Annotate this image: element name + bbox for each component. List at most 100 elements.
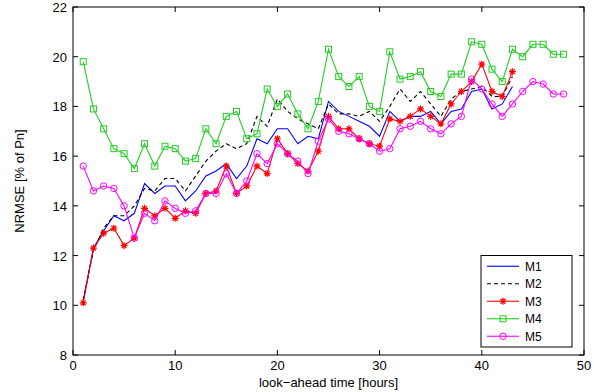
legend-marker <box>500 298 507 305</box>
chart: 01020304050810121416182022look−ahead tim… <box>0 0 594 392</box>
point <box>254 131 260 137</box>
x-tick-label: 0 <box>69 358 76 373</box>
point <box>253 163 260 170</box>
legend-box <box>481 256 572 348</box>
point <box>172 205 178 211</box>
point <box>315 138 321 144</box>
legend-swatch <box>487 318 519 319</box>
point <box>550 51 556 57</box>
point <box>213 141 219 147</box>
x-tick-label: 30 <box>372 358 386 373</box>
point <box>182 158 188 164</box>
tick <box>579 305 584 306</box>
point <box>264 160 270 166</box>
legend-swatch <box>487 266 519 267</box>
tick <box>579 56 584 57</box>
point <box>499 93 506 100</box>
y-tick-label: 12 <box>53 249 67 264</box>
point <box>264 170 271 177</box>
point <box>254 150 260 156</box>
point <box>233 190 239 196</box>
point <box>479 86 485 92</box>
point <box>417 118 423 124</box>
point <box>377 108 383 114</box>
series-line <box>83 87 512 301</box>
point <box>100 183 106 189</box>
point <box>223 163 230 170</box>
plot-area <box>80 39 567 307</box>
tick <box>579 156 584 157</box>
point <box>356 136 362 142</box>
point <box>489 88 496 95</box>
point <box>407 123 413 129</box>
point <box>131 166 137 172</box>
point <box>80 299 87 306</box>
point <box>346 84 352 90</box>
point <box>438 93 444 99</box>
point <box>162 198 168 204</box>
point <box>234 108 240 114</box>
point <box>142 141 148 147</box>
point <box>326 46 332 52</box>
point <box>397 126 403 132</box>
point <box>336 74 342 80</box>
y-tick-label: 14 <box>53 199 67 214</box>
point <box>80 163 86 169</box>
point <box>478 61 485 68</box>
tick <box>277 350 278 355</box>
point <box>346 131 352 137</box>
point <box>468 76 474 82</box>
point <box>397 76 403 82</box>
point <box>489 101 495 107</box>
point <box>458 113 464 119</box>
y-tick-label: 10 <box>53 298 67 313</box>
point <box>172 215 179 222</box>
tick <box>579 255 584 256</box>
tick <box>73 205 78 206</box>
y-tick-label: 20 <box>53 50 67 65</box>
point <box>172 146 178 152</box>
y-tick-label: 16 <box>53 149 67 164</box>
y-tick-label: 18 <box>53 99 67 114</box>
series-line <box>83 42 563 169</box>
x-tick-label: 50 <box>577 358 591 373</box>
point <box>386 115 393 122</box>
point <box>336 128 342 134</box>
series <box>80 76 567 241</box>
point <box>479 41 485 47</box>
legend-swatch <box>487 283 519 284</box>
series <box>80 61 516 307</box>
point <box>458 88 465 95</box>
point <box>519 88 525 94</box>
plot-frame <box>73 7 584 355</box>
legend-label: M5 <box>525 330 542 344</box>
point <box>438 131 444 137</box>
point <box>417 105 424 112</box>
point <box>203 126 209 132</box>
tick <box>579 205 584 206</box>
point <box>90 245 97 252</box>
point <box>489 66 495 72</box>
point <box>110 225 117 232</box>
tick <box>481 7 482 12</box>
tick <box>175 7 176 12</box>
point <box>366 141 372 147</box>
point <box>499 79 505 85</box>
point <box>274 103 280 109</box>
point <box>397 118 404 125</box>
legend-label: M4 <box>525 312 542 326</box>
tick <box>73 56 78 57</box>
point <box>448 100 455 107</box>
point <box>213 190 219 196</box>
tick <box>277 7 278 12</box>
tick <box>73 156 78 157</box>
point <box>448 121 454 127</box>
point <box>407 113 414 120</box>
point <box>80 59 86 65</box>
point <box>285 91 291 97</box>
tick <box>481 350 482 355</box>
tick <box>73 305 78 306</box>
point <box>387 49 393 55</box>
point <box>428 89 434 95</box>
legend-marker <box>500 333 506 339</box>
